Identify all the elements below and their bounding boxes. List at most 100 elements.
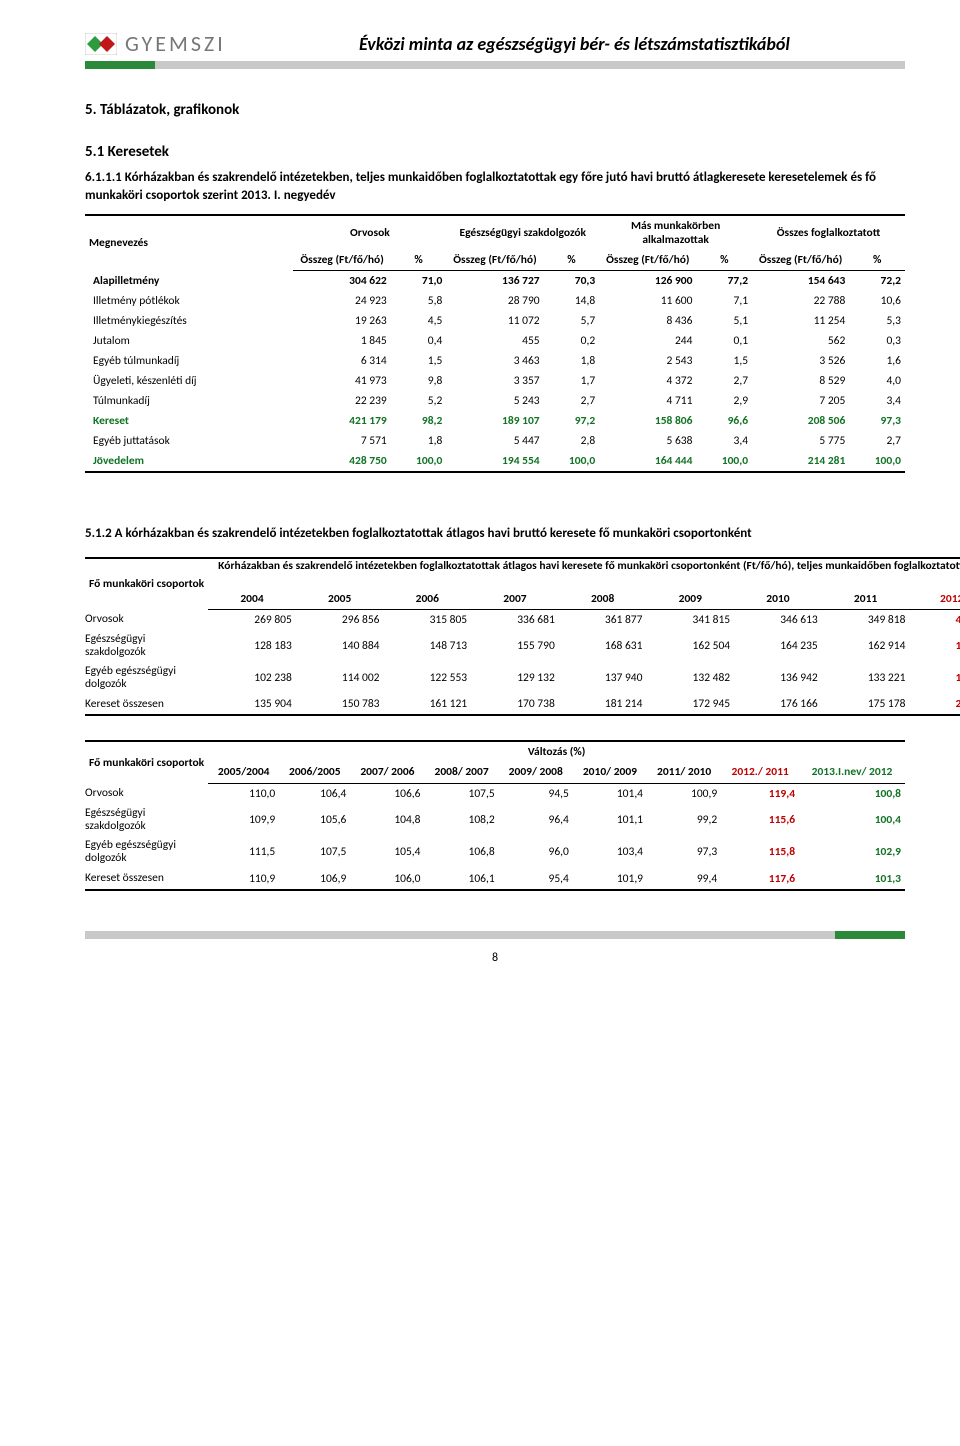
cell-value: 2,7 — [544, 391, 600, 411]
cell-value: 72,2 — [849, 271, 905, 292]
table2b-caption: Változás (%) — [208, 741, 905, 763]
cell-value: 106,1 — [425, 869, 499, 890]
cell-value: 296 856 — [296, 609, 384, 630]
cell-value: 104,8 — [350, 804, 424, 836]
col-year: 2007/ 2006 — [350, 763, 424, 783]
cell-value: 102 238 — [208, 662, 296, 694]
cell-value: 136 727 — [446, 271, 543, 292]
cell-value: 14,8 — [544, 291, 600, 311]
cell-label: Kereset összesen — [85, 869, 208, 890]
col-group-eu-szak: Egészségügyi szakdolgozók — [446, 215, 599, 250]
table-row: Jövedelem428 750100,0194 554100,0164 444… — [85, 451, 905, 472]
header-rule-green — [85, 61, 155, 69]
cell-value: 214 281 — [752, 451, 849, 472]
cell-value: 96,6 — [696, 411, 752, 431]
cell-value: 341 815 — [646, 609, 734, 630]
cell-value: 97,3 — [849, 411, 905, 431]
cell-value: 2 543 — [599, 351, 696, 371]
col-year: 2008/ 2007 — [425, 763, 499, 783]
cell-value: 172 945 — [646, 694, 734, 715]
cell-value: 188 335 — [909, 630, 960, 662]
col-year: 2005 — [296, 588, 384, 609]
cell-value: 100,9 — [647, 783, 721, 804]
table-row: Orvosok269 805296 856315 805336 681361 8… — [85, 609, 960, 630]
cell-value: 100,8 — [799, 783, 905, 804]
cell-value: 122 553 — [383, 662, 471, 694]
cell-value: 176 166 — [734, 694, 822, 715]
cell-value: 5,2 — [391, 391, 447, 411]
heading-5-1: 5.1 Keresetek — [85, 143, 905, 161]
cell-value: 135 904 — [208, 694, 296, 715]
col-header-fomunkakor: Fő munkaköri csoportok — [85, 741, 208, 783]
cell-value: 96,4 — [499, 804, 573, 836]
header-rule — [85, 61, 905, 69]
col-header-megnevezes: Megnevezés — [85, 215, 293, 271]
cell-value: 22 239 — [293, 391, 390, 411]
cell-value: 8 436 — [599, 311, 696, 331]
cell-value: 349 818 — [822, 609, 910, 630]
cell-value: 100,4 — [799, 804, 905, 836]
cell-label: Egyéb túlmunkadíj — [85, 351, 293, 371]
cell-value: 117,6 — [721, 869, 799, 890]
table2b-caption-row: Fő munkaköri csoportok Változás (%) — [85, 741, 905, 763]
cell-value: 129 132 — [471, 662, 559, 694]
cell-value: 1,5 — [696, 351, 752, 371]
cell-value: 1,5 — [391, 351, 447, 371]
cell-value: 3 463 — [446, 351, 543, 371]
cell-value: 162 914 — [822, 630, 910, 662]
cell-value: 133 221 — [822, 662, 910, 694]
col-group-mas: Más munkakörben alkalmazottak — [599, 215, 752, 250]
cell-value: 7 205 — [752, 391, 849, 411]
cell-value: 3,4 — [849, 391, 905, 411]
cell-value: 28 790 — [446, 291, 543, 311]
cell-value: 106,6 — [350, 783, 424, 804]
cell-value: 100,0 — [696, 451, 752, 472]
cell-value: 4,5 — [391, 311, 447, 331]
cell-value: 5 447 — [446, 431, 543, 451]
col-year: 2011 — [822, 588, 910, 609]
cell-value: 154 274 — [909, 662, 960, 694]
page-title: Évközi minta az egészségügyi bér- és lét… — [244, 33, 905, 55]
cell-value: 105,4 — [350, 836, 424, 868]
cell-label: Jutalom — [85, 331, 293, 351]
cell-value: 5 775 — [752, 431, 849, 451]
cell-label: Egyéb egészségügyi dolgozók — [85, 662, 208, 694]
header-rule-grey — [155, 61, 905, 69]
cell-value: 7,1 — [696, 291, 752, 311]
cell-value: 132 482 — [646, 662, 734, 694]
cell-value: 158 806 — [599, 411, 696, 431]
cell-value: 2,8 — [544, 431, 600, 451]
cell-value: 164 444 — [599, 451, 696, 472]
cell-value: 9,8 — [391, 371, 447, 391]
cell-value: 99,4 — [647, 869, 721, 890]
cell-value: 106,9 — [279, 869, 350, 890]
cell-value: 194 554 — [446, 451, 543, 472]
col-pct: % — [849, 250, 905, 271]
cell-value: 140 884 — [296, 630, 384, 662]
cell-value: 97,2 — [544, 411, 600, 431]
cell-value: 106,4 — [279, 783, 350, 804]
cell-value: 5,7 — [544, 311, 600, 331]
col-year: 2005/2004 — [208, 763, 279, 783]
table-row: Kereset összesen110,9106,9106,0106,195,4… — [85, 869, 905, 890]
col-pct: % — [544, 250, 600, 271]
cell-value: 5 638 — [599, 431, 696, 451]
cell-value: 428 750 — [293, 451, 390, 472]
cell-value: 101,4 — [573, 783, 647, 804]
cell-value: 2,7 — [849, 431, 905, 451]
page-header: GYEMSZI Évközi minta az egészségügyi bér… — [85, 30, 905, 57]
cell-value: 70,3 — [544, 271, 600, 292]
table-row: Egyéb juttatások7 5711,85 4472,85 6383,4… — [85, 431, 905, 451]
cell-value: 105,6 — [279, 804, 350, 836]
cell-value: 189 107 — [446, 411, 543, 431]
cell-value: 137 940 — [559, 662, 647, 694]
cell-value: 11 600 — [599, 291, 696, 311]
cell-value: 1,8 — [544, 351, 600, 371]
cell-value: 11 254 — [752, 311, 849, 331]
cell-value: 1,8 — [391, 431, 447, 451]
col-year: 2013.I.nev/ 2012 — [799, 763, 905, 783]
col-unit: Összeg (Ft/fő/hó) — [752, 250, 849, 271]
cell-value: 107,5 — [425, 783, 499, 804]
cell-value: 115,8 — [721, 836, 799, 868]
cell-value: 115,6 — [721, 804, 799, 836]
